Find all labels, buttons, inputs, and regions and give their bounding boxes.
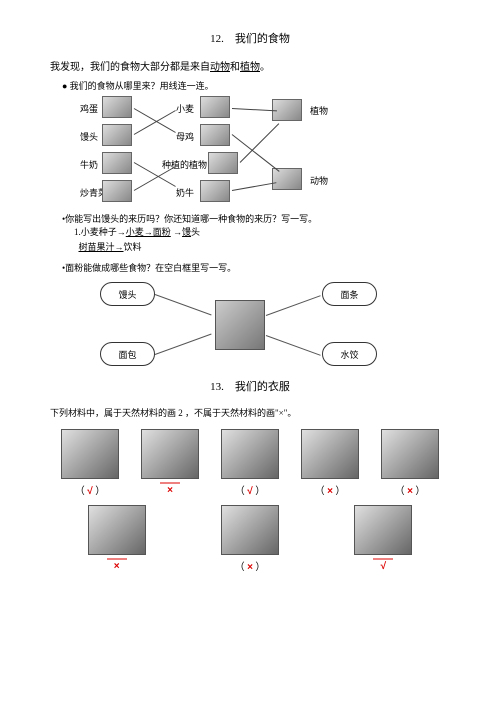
box-miantiao: 面条 [322, 282, 377, 306]
section13-number: 13. [210, 381, 224, 393]
section12-title-text: 我们的食物 [235, 33, 290, 45]
discovery-animal: 动物 [210, 62, 230, 73]
q2-text: •你能写出馒头的来历吗？你还知道哪一种食物的来历？写一写。 [62, 212, 450, 225]
section13-title: 13. 我们的衣服 [50, 378, 450, 394]
mid-item-1: 母鸡 [176, 130, 194, 143]
food-img-3 [102, 180, 132, 202]
section13-title-text: 我们的衣服 [235, 381, 290, 393]
material-img-3 [301, 429, 359, 479]
sub2: 树苗果汁→饮料 [74, 240, 450, 253]
material-label-1: × [135, 485, 205, 496]
section13-instruction: 下列材料中，属于天然材料的画 2 ，不属于天然材料的画"×"。 [50, 406, 450, 419]
material-item-4: （ × ） [375, 429, 445, 497]
discovery-prefix: 我发现，我们的食物大部分都是来自 [50, 62, 210, 73]
material-label-2: （ √ ） [215, 482, 285, 497]
sub2-u1: 树苗果汁→ [79, 242, 124, 252]
material-img-5 [88, 505, 146, 555]
food-origin-diagram: 鸡蛋 馒头 牛奶 炒青菜 小麦 母鸡 种植的植物 奶牛 植物 动物 [80, 96, 360, 206]
section12-title: 12. 我们的食物 [50, 30, 450, 46]
left-item-2: 牛奶 [80, 158, 98, 171]
mark-7: √ [381, 561, 387, 572]
mid-item-3: 奶牛 [176, 186, 194, 199]
mid-item-0: 小麦 [176, 102, 194, 115]
box-mantou: 馒头 [100, 282, 155, 306]
q1-text: ● 我们的食物从哪里来？用线连一连。 [62, 79, 450, 92]
material-label-3: （ × ） [295, 482, 365, 497]
materials-grid: （ √ ） × （ √ ） （ × ） （ × ） × （ × ） √ [50, 429, 450, 581]
mark-5: × [114, 561, 120, 572]
discovery-line: 我发现，我们的食物大部分都是来自动物和植物。 [50, 58, 450, 73]
mark-1: × [167, 485, 173, 496]
material-item-3: （ × ） [295, 429, 365, 497]
sub1-p1: 1.小麦种子→ [74, 227, 126, 237]
material-item-1: × [135, 429, 205, 497]
material-img-0 [61, 429, 119, 479]
material-label-7: √ [348, 561, 418, 572]
flour-center-img [215, 300, 265, 350]
material-img-4 [381, 429, 439, 479]
flour-products-diagram: 馒头 面条 面包 水饺 [90, 280, 390, 370]
sub1-p3: 头 [191, 227, 200, 237]
material-img-2 [221, 429, 279, 479]
material-item-2: （ √ ） [215, 429, 285, 497]
sub1-p2: → [171, 227, 182, 237]
right-label-plant: 植物 [310, 104, 328, 117]
left-item-0: 鸡蛋 [80, 102, 98, 115]
material-img-1 [141, 429, 199, 479]
material-item-5: × [82, 505, 152, 573]
sub1-u1: 小麦→面粉 [126, 227, 171, 237]
material-item-0: （ √ ） [55, 429, 125, 497]
material-img-6 [221, 505, 279, 555]
q3-text: •面粉能做成哪些食物？在空白框里写一写。 [62, 261, 450, 274]
sub1: 1.小麦种子→小麦→面粉 →馒头 [74, 225, 450, 238]
material-img-7 [354, 505, 412, 555]
discovery-and: 和 [230, 62, 240, 73]
material-item-6: （ × ） [215, 505, 285, 573]
material-item-7: √ [348, 505, 418, 573]
box-mianbao: 面包 [100, 342, 155, 366]
material-label-0: （ √ ） [55, 482, 125, 497]
right-label-animal: 动物 [310, 174, 328, 187]
mid-img-2 [208, 152, 238, 174]
box-shuijiao: 水饺 [322, 342, 377, 366]
material-label-4: （ × ） [375, 482, 445, 497]
sub1-u2: 馒 [182, 227, 191, 237]
mid-img-1 [200, 124, 230, 146]
section12-number: 12. [210, 33, 224, 45]
left-item-1: 馒头 [80, 130, 98, 143]
mid-img-3 [200, 180, 230, 202]
food-img-2 [102, 152, 132, 174]
material-label-6: （ × ） [215, 558, 285, 573]
mid-img-0 [200, 96, 230, 118]
right-img-1 [272, 168, 302, 190]
food-img-1 [102, 124, 132, 146]
discovery-end: 。 [260, 62, 270, 73]
discovery-plant: 植物 [240, 62, 260, 73]
food-img-0 [102, 96, 132, 118]
sub2-p2: 饮料 [124, 242, 142, 252]
material-label-5: × [82, 561, 152, 572]
